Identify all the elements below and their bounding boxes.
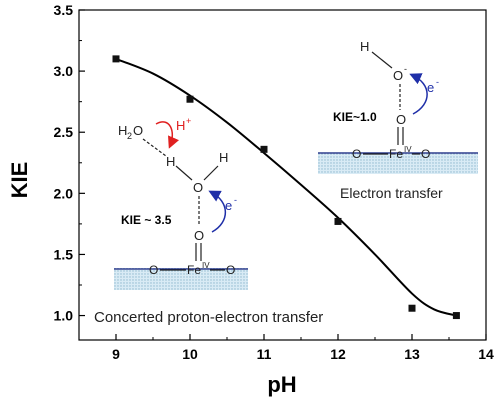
o-center: O bbox=[193, 180, 203, 195]
fe-right: Fe bbox=[389, 147, 403, 161]
y-axis: 1.0 1.5 2.0 2.5 3.0 3.5 bbox=[54, 2, 85, 324]
fit-curve bbox=[115, 57, 457, 317]
h-o-bond-right bbox=[371, 51, 393, 69]
e-label-right: e bbox=[427, 80, 434, 95]
surface-o-right-left: O bbox=[226, 263, 235, 277]
y-tick-label: 1.0 bbox=[54, 308, 74, 324]
bridge-h: H bbox=[166, 154, 175, 169]
electron-arrow-left bbox=[208, 190, 227, 233]
h2o-o: O bbox=[133, 123, 143, 138]
surface-o-right-right: O bbox=[421, 147, 430, 161]
h-bond-dashed-left-a bbox=[142, 138, 167, 157]
oh-o-charge-right: - bbox=[404, 64, 407, 74]
proton-arrow bbox=[155, 121, 180, 149]
surface-left bbox=[114, 268, 248, 290]
data-point bbox=[112, 55, 120, 63]
data-point bbox=[186, 95, 194, 103]
kie-left: KIE ~ 3.5 bbox=[121, 213, 172, 227]
oh-h-right: H bbox=[360, 39, 369, 54]
caption-left: Concerted proton-electron transfer bbox=[94, 309, 323, 326]
e-charge-left: - bbox=[234, 195, 237, 205]
y-axis-label: KIE bbox=[7, 162, 32, 199]
kie-right: KIE~1.0 bbox=[333, 110, 377, 124]
caption-right: Electron transfer bbox=[340, 185, 443, 201]
h2o-h-right: H bbox=[219, 150, 228, 165]
data-point bbox=[408, 304, 416, 312]
surface-o-left-left: O bbox=[149, 263, 158, 277]
x-tick-label: 11 bbox=[257, 346, 272, 362]
oh-o-right: O bbox=[393, 68, 403, 83]
surface-o-left-right: O bbox=[352, 147, 361, 161]
x-axis: 9 10 11 12 13 14 bbox=[112, 334, 494, 362]
x-axis-label: pH bbox=[267, 372, 296, 397]
data-point bbox=[260, 145, 268, 153]
h-plus-charge: + bbox=[186, 116, 191, 126]
y-tick-label: 2.0 bbox=[54, 185, 74, 201]
data-point bbox=[334, 217, 342, 225]
x-tick-label: 10 bbox=[182, 346, 198, 362]
x-tick-label: 9 bbox=[112, 346, 120, 362]
cpet-inset: H 2 O H + H H O e - KIE ~ 3.5 O O Fe IV … bbox=[94, 116, 323, 326]
x-tick-label: 14 bbox=[478, 346, 494, 362]
oxo-o-right: O bbox=[396, 112, 406, 127]
y-tick-label: 3.0 bbox=[54, 63, 74, 79]
data-markers bbox=[112, 55, 460, 320]
y-tick-label: 1.5 bbox=[54, 246, 74, 262]
e-label-left: e bbox=[225, 198, 232, 213]
e-charge-right: - bbox=[436, 77, 439, 87]
plot-frame bbox=[78, 9, 487, 341]
h2o-sub: 2 bbox=[127, 131, 132, 141]
fe-ox-right: IV bbox=[404, 145, 412, 154]
h-plus: H bbox=[176, 118, 185, 133]
electron-transfer-inset: H O - e - O KIE~1.0 O Fe IV O Electron t… bbox=[318, 39, 478, 201]
data-point bbox=[452, 312, 460, 320]
surface-right bbox=[318, 152, 478, 174]
oxo-o-left: O bbox=[194, 228, 204, 243]
electron-arrow-right bbox=[409, 73, 428, 115]
fe-left: Fe bbox=[187, 263, 201, 277]
x-tick-label: 12 bbox=[330, 346, 346, 362]
fe-ox-left: IV bbox=[202, 261, 210, 270]
o-h-bond-left-b bbox=[203, 165, 219, 181]
h-o-bond-left bbox=[175, 165, 193, 181]
y-tick-label: 2.5 bbox=[54, 124, 74, 140]
h2o-h: H bbox=[118, 123, 127, 138]
x-tick-label: 13 bbox=[404, 346, 420, 362]
y-tick-label: 3.5 bbox=[54, 2, 74, 18]
